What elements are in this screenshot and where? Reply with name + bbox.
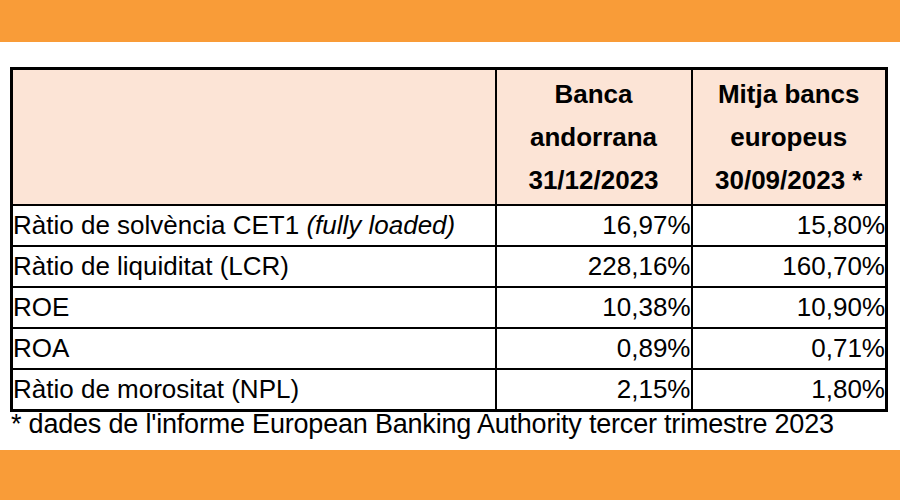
row-label-italic-text: (fully loaded)	[306, 210, 455, 240]
header-line: europeus	[693, 116, 886, 159]
value-mitja-bancs: 160,70%	[692, 246, 887, 287]
table-row-roe: ROE 10,38% 10,90%	[12, 287, 887, 328]
header-banca-andorrana: Banca andorrana 31/12/2023	[496, 69, 692, 206]
table-row-cet1: Ràtio de solvència CET1 (fully loaded) 1…	[12, 205, 887, 246]
ratios-comparison-table: Banca andorrana 31/12/2023 Mitja bancs e…	[10, 67, 888, 412]
value-banca-andorrana: 228,16%	[496, 246, 692, 287]
row-label: Ràtio de solvència CET1 (fully loaded)	[12, 205, 496, 246]
value-banca-andorrana: 10,38%	[496, 287, 692, 328]
row-label-text: Ràtio de liquiditat (LCR)	[13, 251, 289, 281]
row-label: ROE	[12, 287, 496, 328]
orange-frame-top-bar	[0, 0, 900, 42]
value-mitja-bancs: 10,90%	[692, 287, 887, 328]
figure-canvas: Banca andorrana 31/12/2023 Mitja bancs e…	[0, 0, 900, 500]
value-banca-andorrana: 0,89%	[496, 328, 692, 369]
value-mitja-bancs: 15,80%	[692, 205, 887, 246]
header-line: andorrana	[497, 116, 691, 159]
table-header-row: Banca andorrana 31/12/2023 Mitja bancs e…	[12, 69, 887, 206]
header-line: 31/12/2023	[497, 159, 691, 202]
row-label: ROA	[12, 328, 496, 369]
header-line: 30/09/2023 *	[693, 159, 886, 202]
header-line: Mitja bancs	[693, 73, 886, 116]
header-mitja-bancs-europeus: Mitja bancs europeus 30/09/2023 *	[692, 69, 887, 206]
row-label-text: Ràtio de solvència CET1	[13, 210, 306, 240]
table-row-roa: ROA 0,89% 0,71%	[12, 328, 887, 369]
footnote-eba-source: * dades de l'informe European Banking Au…	[11, 400, 891, 448]
header-line: Banca	[497, 73, 691, 116]
orange-frame-bottom-bar	[0, 450, 900, 500]
value-mitja-bancs: 0,71%	[692, 328, 887, 369]
header-corner-cell	[12, 69, 496, 206]
value-banca-andorrana: 16,97%	[496, 205, 692, 246]
row-label-text: ROE	[13, 292, 69, 322]
table-row-lcr: Ràtio de liquiditat (LCR) 228,16% 160,70…	[12, 246, 887, 287]
row-label: Ràtio de liquiditat (LCR)	[12, 246, 496, 287]
row-label-text: ROA	[13, 333, 69, 363]
